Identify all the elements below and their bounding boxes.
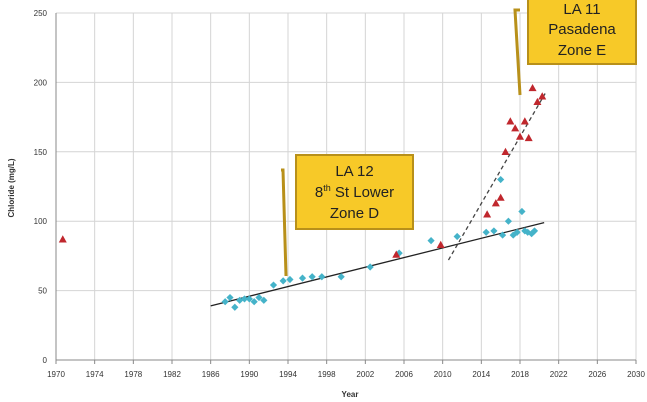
point-la12 xyxy=(337,273,345,281)
y-tick-label: 100 xyxy=(34,217,48,226)
point-la11 xyxy=(436,240,445,248)
y-tick-label: 200 xyxy=(34,78,48,87)
point-la11 xyxy=(516,132,524,140)
point-la12 xyxy=(427,237,435,245)
callout-la12-line2: 8th St Lower xyxy=(315,183,394,201)
callout-la12-line2-sup: th xyxy=(323,183,331,193)
point-la12 xyxy=(521,227,529,235)
callout-la11-line3: Zone E xyxy=(558,42,606,59)
point-la12 xyxy=(499,231,507,239)
x-tick-label: 1986 xyxy=(202,370,220,379)
point-la12 xyxy=(250,298,258,306)
point-la12 xyxy=(236,296,244,304)
point-la12 xyxy=(260,296,268,304)
point-la12 xyxy=(453,232,461,241)
point-la12 xyxy=(530,227,539,235)
x-tick-label: 2026 xyxy=(588,370,606,379)
y-tick-label: 150 xyxy=(34,148,48,157)
trend-lines xyxy=(210,93,546,307)
point-la12 xyxy=(497,175,505,184)
x-tick-label: 1994 xyxy=(279,370,297,379)
callout-la12-line1: LA 12 xyxy=(335,163,373,180)
point-la11 xyxy=(483,210,492,218)
point-la11 xyxy=(496,193,505,201)
point-la12 xyxy=(308,273,316,281)
callout-la11-line2: Pasadena xyxy=(548,21,616,38)
point-la11 xyxy=(506,117,515,125)
point-la12 xyxy=(279,277,287,285)
point-la11 xyxy=(58,235,67,243)
point-la12 xyxy=(240,295,249,303)
x-tick-label: 1970 xyxy=(47,370,65,379)
point-la12 xyxy=(513,228,521,236)
point-la12 xyxy=(245,295,253,303)
x-axis-title: Year xyxy=(342,390,359,399)
x-tick-label: 2018 xyxy=(511,370,529,379)
point-la12 xyxy=(518,207,526,216)
x-tick-label: 1998 xyxy=(318,370,336,379)
callout-la11-line1: LA 11 xyxy=(563,1,600,18)
x-tick-label: 2002 xyxy=(356,370,374,379)
axes xyxy=(55,13,637,364)
callout-la12-box xyxy=(295,154,414,230)
y-tick-labels: 0 50 100 150 200 250 xyxy=(34,9,48,365)
x-tick-label: 1974 xyxy=(86,370,104,379)
y-tick-label: 250 xyxy=(34,9,48,18)
y-tick-label: 0 xyxy=(43,356,48,365)
point-la12 xyxy=(226,293,234,302)
point-la12 xyxy=(528,230,536,238)
point-la12 xyxy=(490,227,498,235)
x-tick-label: 1990 xyxy=(240,370,258,379)
x-tick-label: 2030 xyxy=(627,370,645,379)
point-la12 xyxy=(269,281,278,289)
y-tick-label: 50 xyxy=(38,287,47,296)
point-la11 xyxy=(538,92,547,100)
point-la12 xyxy=(231,303,239,311)
data-points xyxy=(58,83,547,311)
point-la12 xyxy=(286,275,294,284)
point-la11 xyxy=(392,250,401,258)
point-la11 xyxy=(533,97,542,106)
x-tick-label: 1978 xyxy=(124,370,142,379)
x-tick-labels: 1970 1974 1978 1982 1986 1990 1994 1998 2002 2006… xyxy=(47,370,645,379)
point-la11 xyxy=(528,83,537,92)
point-la12 xyxy=(255,293,263,302)
point-la11 xyxy=(524,133,533,142)
x-tick-label: 2014 xyxy=(472,370,490,379)
x-tick-label: 1982 xyxy=(163,370,181,379)
callout-la11-pointer xyxy=(513,8,522,96)
point-la11 xyxy=(501,147,510,155)
point-la12 xyxy=(318,273,326,281)
callout-la11-box xyxy=(527,0,637,65)
point-la11 xyxy=(511,124,520,132)
callout-la11: LA 11 Pasadena Zone E xyxy=(513,0,637,96)
y-axis-title: Chloride (mg/L) xyxy=(7,158,16,217)
x-tick-label: 2010 xyxy=(434,370,452,379)
callout-la12-line2-base: 8 xyxy=(315,184,323,201)
callout-la12-line2-rest: St Lower xyxy=(331,184,394,201)
point-la12 xyxy=(504,217,512,225)
x-tick-label: 2006 xyxy=(395,370,413,379)
point-la11 xyxy=(520,117,529,125)
callout-la12-line3: Zone D xyxy=(330,205,379,222)
callout-la12-pointer xyxy=(281,168,288,277)
point-la12 xyxy=(366,263,374,271)
point-la12 xyxy=(482,228,490,236)
trendline-la12 xyxy=(210,221,545,307)
point-la12 xyxy=(298,274,307,282)
point-la11 xyxy=(491,199,500,207)
point-la12 xyxy=(221,298,229,306)
x-tick-label: 2022 xyxy=(550,370,568,379)
callout-la12: LA 12 8th St Lower Zone D xyxy=(281,154,414,277)
